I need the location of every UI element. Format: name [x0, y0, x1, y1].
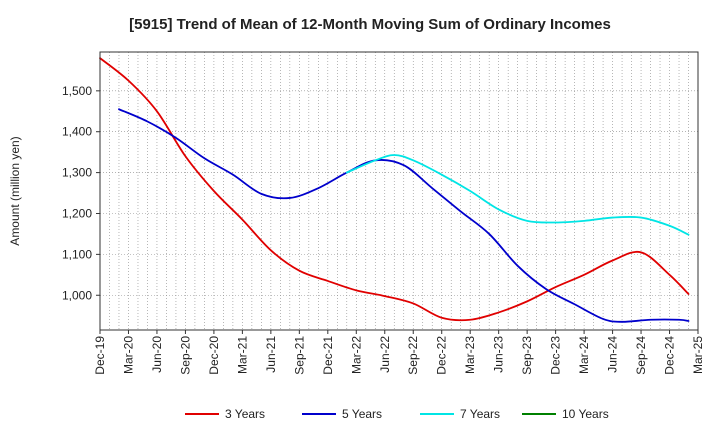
y-tick-label: 1,400: [62, 125, 92, 139]
y-tick-label: 1,000: [62, 288, 92, 302]
x-tick-label: Mar-25: [691, 336, 705, 374]
legend-label-3-years: 3 Years: [225, 407, 265, 421]
x-tick-label: Jun-22: [378, 336, 392, 373]
x-tick-label: Mar-22: [349, 336, 363, 374]
x-tick-label: Dec-20: [207, 336, 221, 375]
x-tick-label: Sep-21: [292, 336, 306, 375]
x-tick-label: Jun-20: [150, 336, 164, 373]
legend-label-5-years: 5 Years: [342, 407, 382, 421]
series-line-7-years: [345, 154, 690, 236]
legend: 3 Years 5 Years 7 Years 10 Years: [185, 407, 609, 421]
series-line-3-years: [99, 57, 690, 322]
series-line-5-years: [118, 108, 690, 323]
x-tick-label: Dec-23: [549, 336, 563, 375]
x-tick-label: Dec-24: [663, 336, 677, 375]
x-tick-label: Sep-20: [178, 336, 192, 375]
x-tick-label: Mar-24: [577, 336, 591, 374]
x-tick-label: Mar-21: [235, 336, 249, 374]
y-tick-label: 1,100: [62, 247, 92, 261]
x-tick-label: Dec-19: [93, 336, 107, 375]
x-tick-labels: Dec-19 Mar-20 Jun-20 Sep-20 Dec-20 Mar-21 Jun-…: [93, 330, 705, 375]
y-tick-labels: 1,000 1,100 1,200 1,300 1,400 1,500: [62, 84, 100, 302]
y-tick-label: 1,500: [62, 84, 92, 98]
x-tick-label: Mar-20: [121, 336, 135, 374]
x-tick-label: Sep-22: [406, 336, 420, 375]
x-tick-label: Jun-23: [492, 336, 506, 373]
x-tick-label: Dec-22: [435, 336, 449, 375]
x-tick-label: Dec-21: [321, 336, 335, 375]
legend-label-10-years: 10 Years: [562, 407, 609, 421]
x-tick-label: Sep-24: [634, 336, 648, 375]
chart-title: [5915] Trend of Mean of 12-Month Moving …: [129, 16, 611, 33]
y-tick-label: 1,300: [62, 166, 92, 180]
x-tick-label: Mar-23: [463, 336, 477, 374]
y-axis-label: Amount (million yen): [8, 136, 22, 245]
legend-label-7-years: 7 Years: [460, 407, 500, 421]
x-tick-label: Jun-24: [606, 336, 620, 373]
y-tick-label: 1,200: [62, 206, 92, 220]
series-lines: [99, 57, 690, 323]
x-tick-label: Jun-21: [264, 336, 278, 373]
plot-frame: [99, 51, 699, 331]
x-tick-label: Sep-23: [520, 336, 534, 375]
grid: [100, 52, 698, 330]
